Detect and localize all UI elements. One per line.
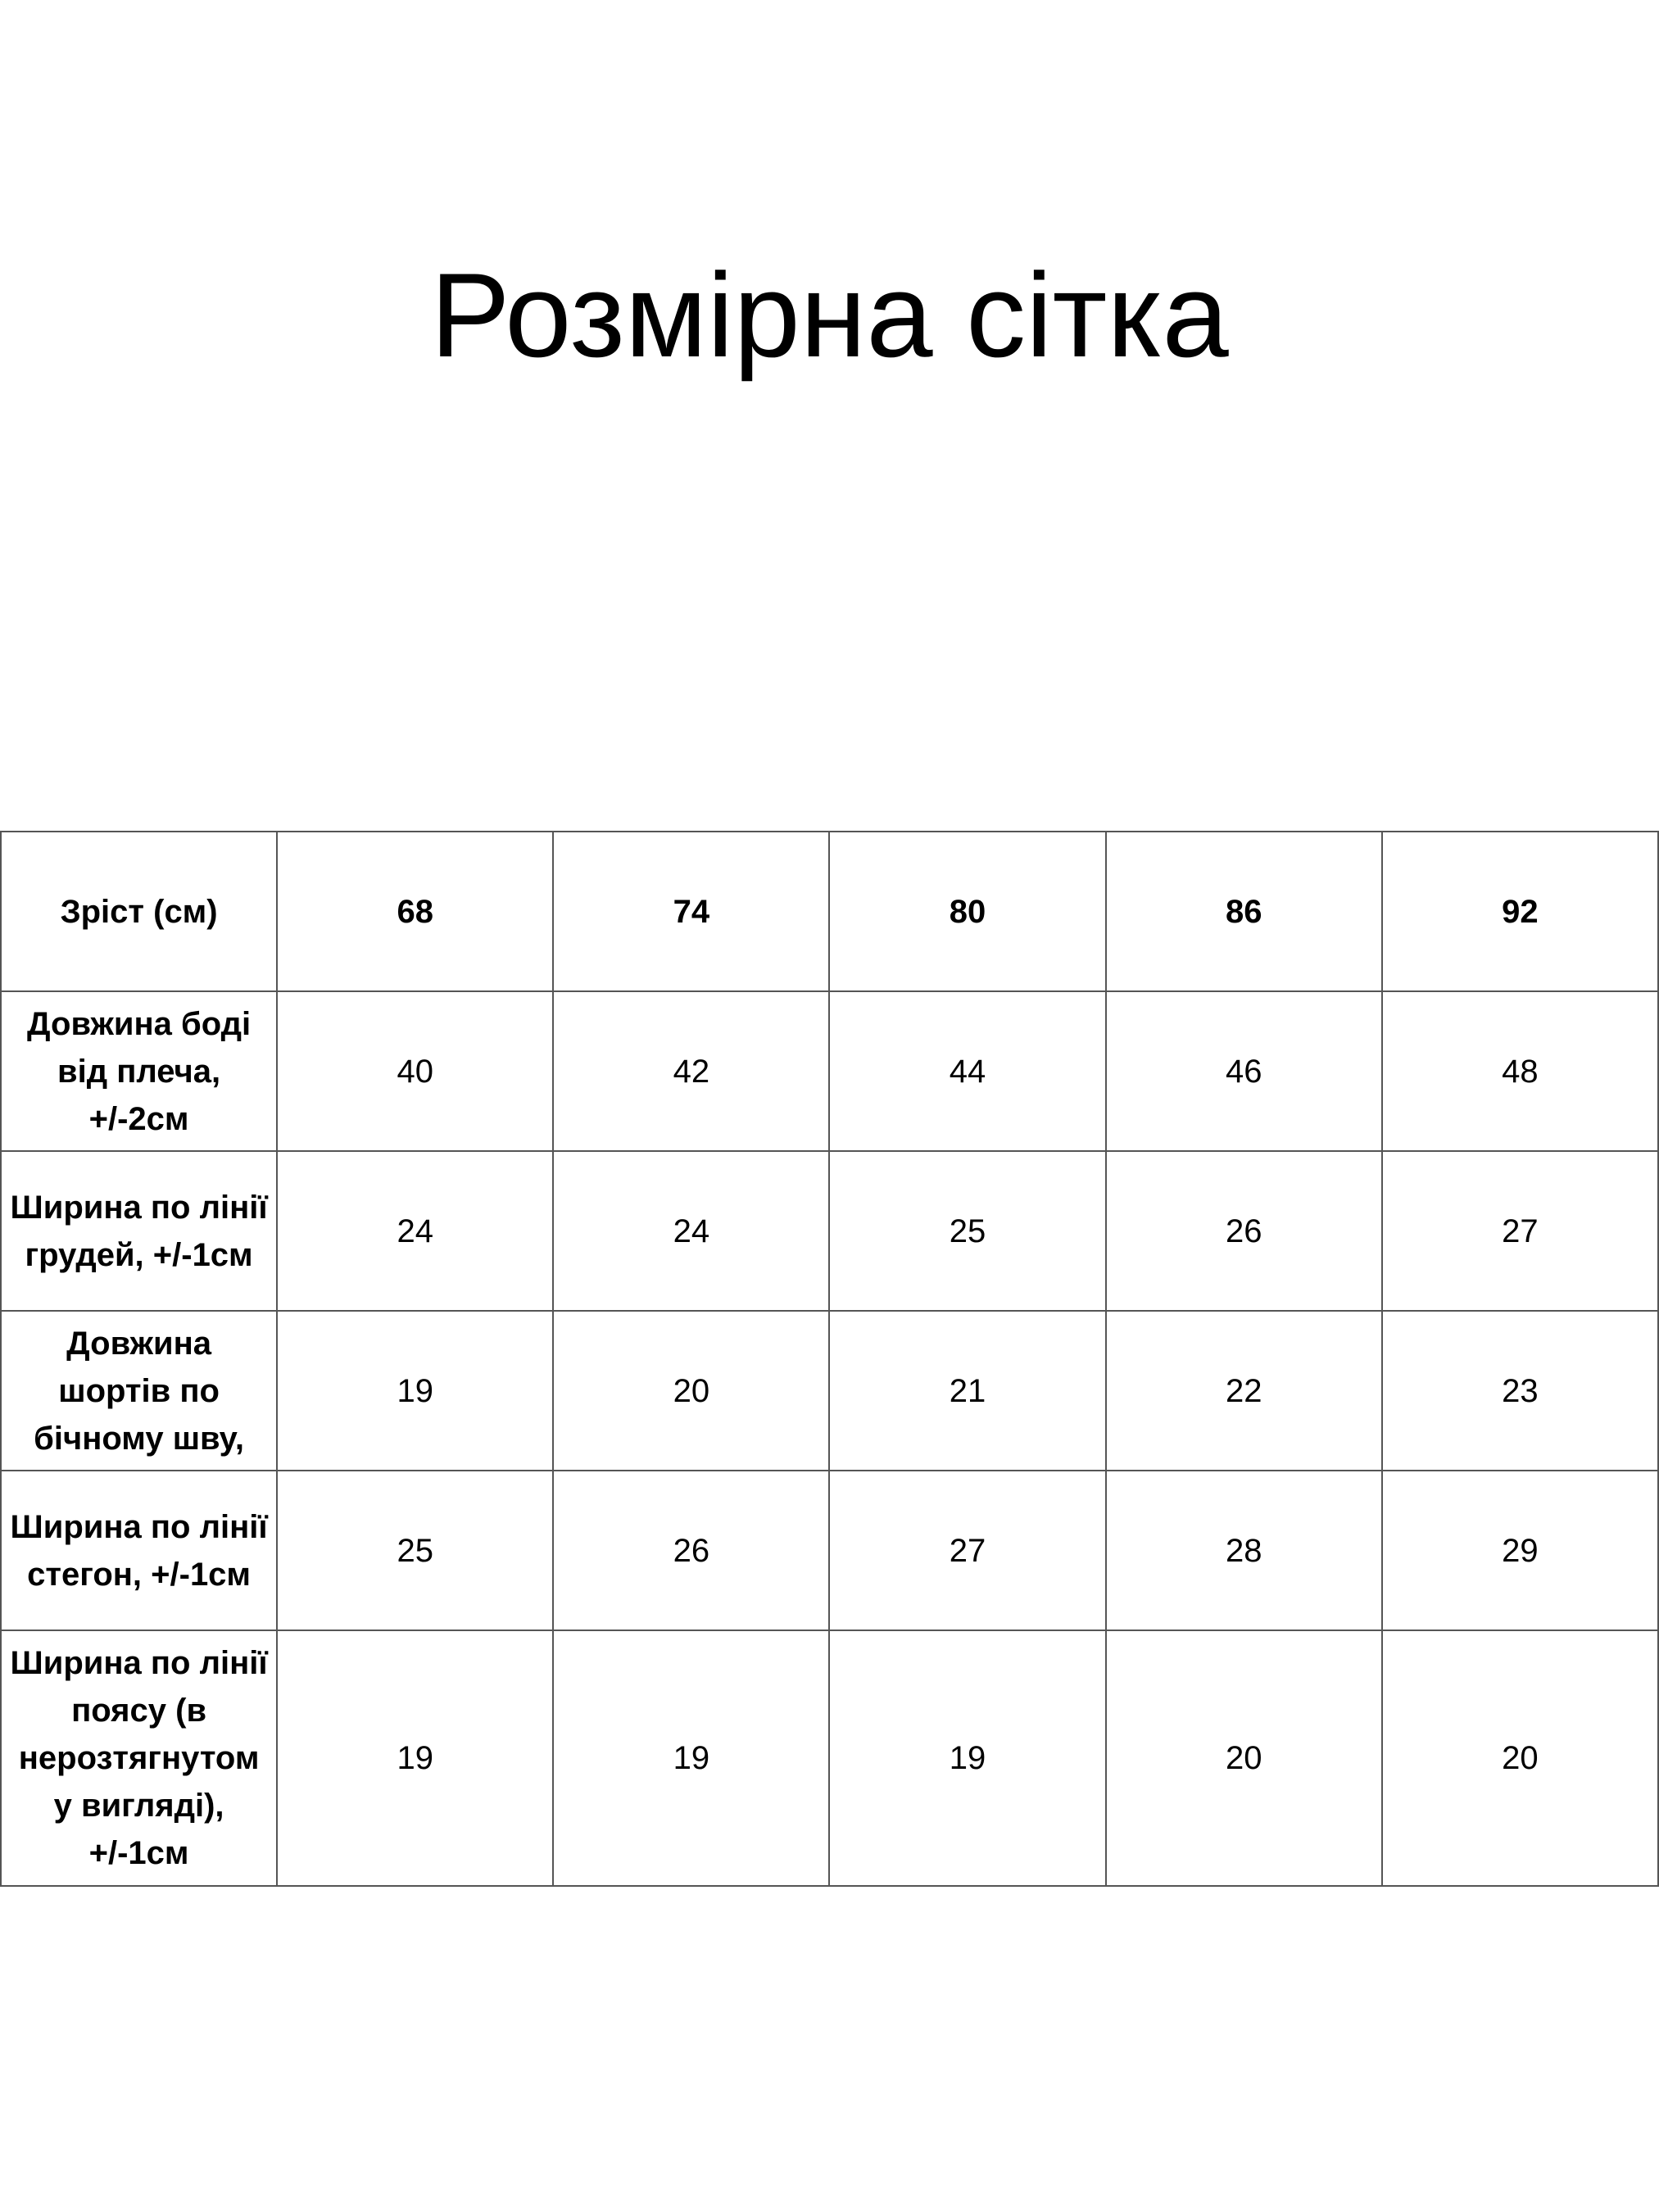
table-cell: 20 xyxy=(1380,1630,1659,1887)
row-label: Ширина по лінії поясу (в нерозтягнутом у… xyxy=(0,1630,279,1887)
row-label: Довжина боді від плеча, +/-2см xyxy=(0,990,279,1152)
row-label: Ширина по лінії грудей, +/-1см xyxy=(0,1150,279,1312)
header-size: 68 xyxy=(276,831,555,992)
table-row: Ширина по лінії поясу (в нерозтягнутом у… xyxy=(0,1630,1659,1887)
table-cell: 46 xyxy=(1104,990,1383,1152)
table-cell: 19 xyxy=(276,1630,555,1887)
table-cell: 24 xyxy=(552,1150,831,1312)
header-size: 86 xyxy=(1104,831,1383,992)
table-row: Ширина по лінії грудей, +/-1см 24 24 25 26 27 xyxy=(0,1150,1659,1312)
table-row: Довжина боді від плеча, +/-2см 40 42 44 46 48 xyxy=(0,990,1659,1152)
table-cell: 20 xyxy=(552,1310,831,1471)
table-cell: 25 xyxy=(828,1150,1107,1312)
table-row: Ширина по лінії стегон, +/-1см 25 26 27 28 29 xyxy=(0,1470,1659,1631)
size-chart-table: Зріст (см) 68 74 80 86 92 Довжина боді в… xyxy=(0,831,1659,1887)
table-cell: 19 xyxy=(828,1630,1107,1887)
row-label: Довжина шортів по бічному шву, xyxy=(0,1310,279,1471)
table-row: Довжина шортів по бічному шву, 19 20 21 22 23 xyxy=(0,1310,1659,1471)
table-cell: 48 xyxy=(1380,990,1659,1152)
row-label: Ширина по лінії стегон, +/-1см xyxy=(0,1470,279,1631)
table-cell: 22 xyxy=(1104,1310,1383,1471)
table-cell: 27 xyxy=(828,1470,1107,1631)
table-header-row: Зріст (см) 68 74 80 86 92 xyxy=(0,831,1659,992)
table-cell: 44 xyxy=(828,990,1107,1152)
table-cell: 28 xyxy=(1104,1470,1383,1631)
table-cell: 29 xyxy=(1380,1470,1659,1631)
table-cell: 23 xyxy=(1380,1310,1659,1471)
page-title: Розмірна сітка xyxy=(430,248,1229,382)
table-cell: 19 xyxy=(552,1630,831,1887)
table-cell: 20 xyxy=(1104,1630,1383,1887)
table-cell: 26 xyxy=(552,1470,831,1631)
table-cell: 26 xyxy=(1104,1150,1383,1312)
table-cell: 27 xyxy=(1380,1150,1659,1312)
header-size: 74 xyxy=(552,831,831,992)
table-cell: 40 xyxy=(276,990,555,1152)
table-cell: 19 xyxy=(276,1310,555,1471)
header-label: Зріст (см) xyxy=(0,831,279,992)
table-cell: 21 xyxy=(828,1310,1107,1471)
header-size: 92 xyxy=(1380,831,1659,992)
table-cell: 42 xyxy=(552,990,831,1152)
table-cell: 24 xyxy=(276,1150,555,1312)
header-size: 80 xyxy=(828,831,1107,992)
table-cell: 25 xyxy=(276,1470,555,1631)
